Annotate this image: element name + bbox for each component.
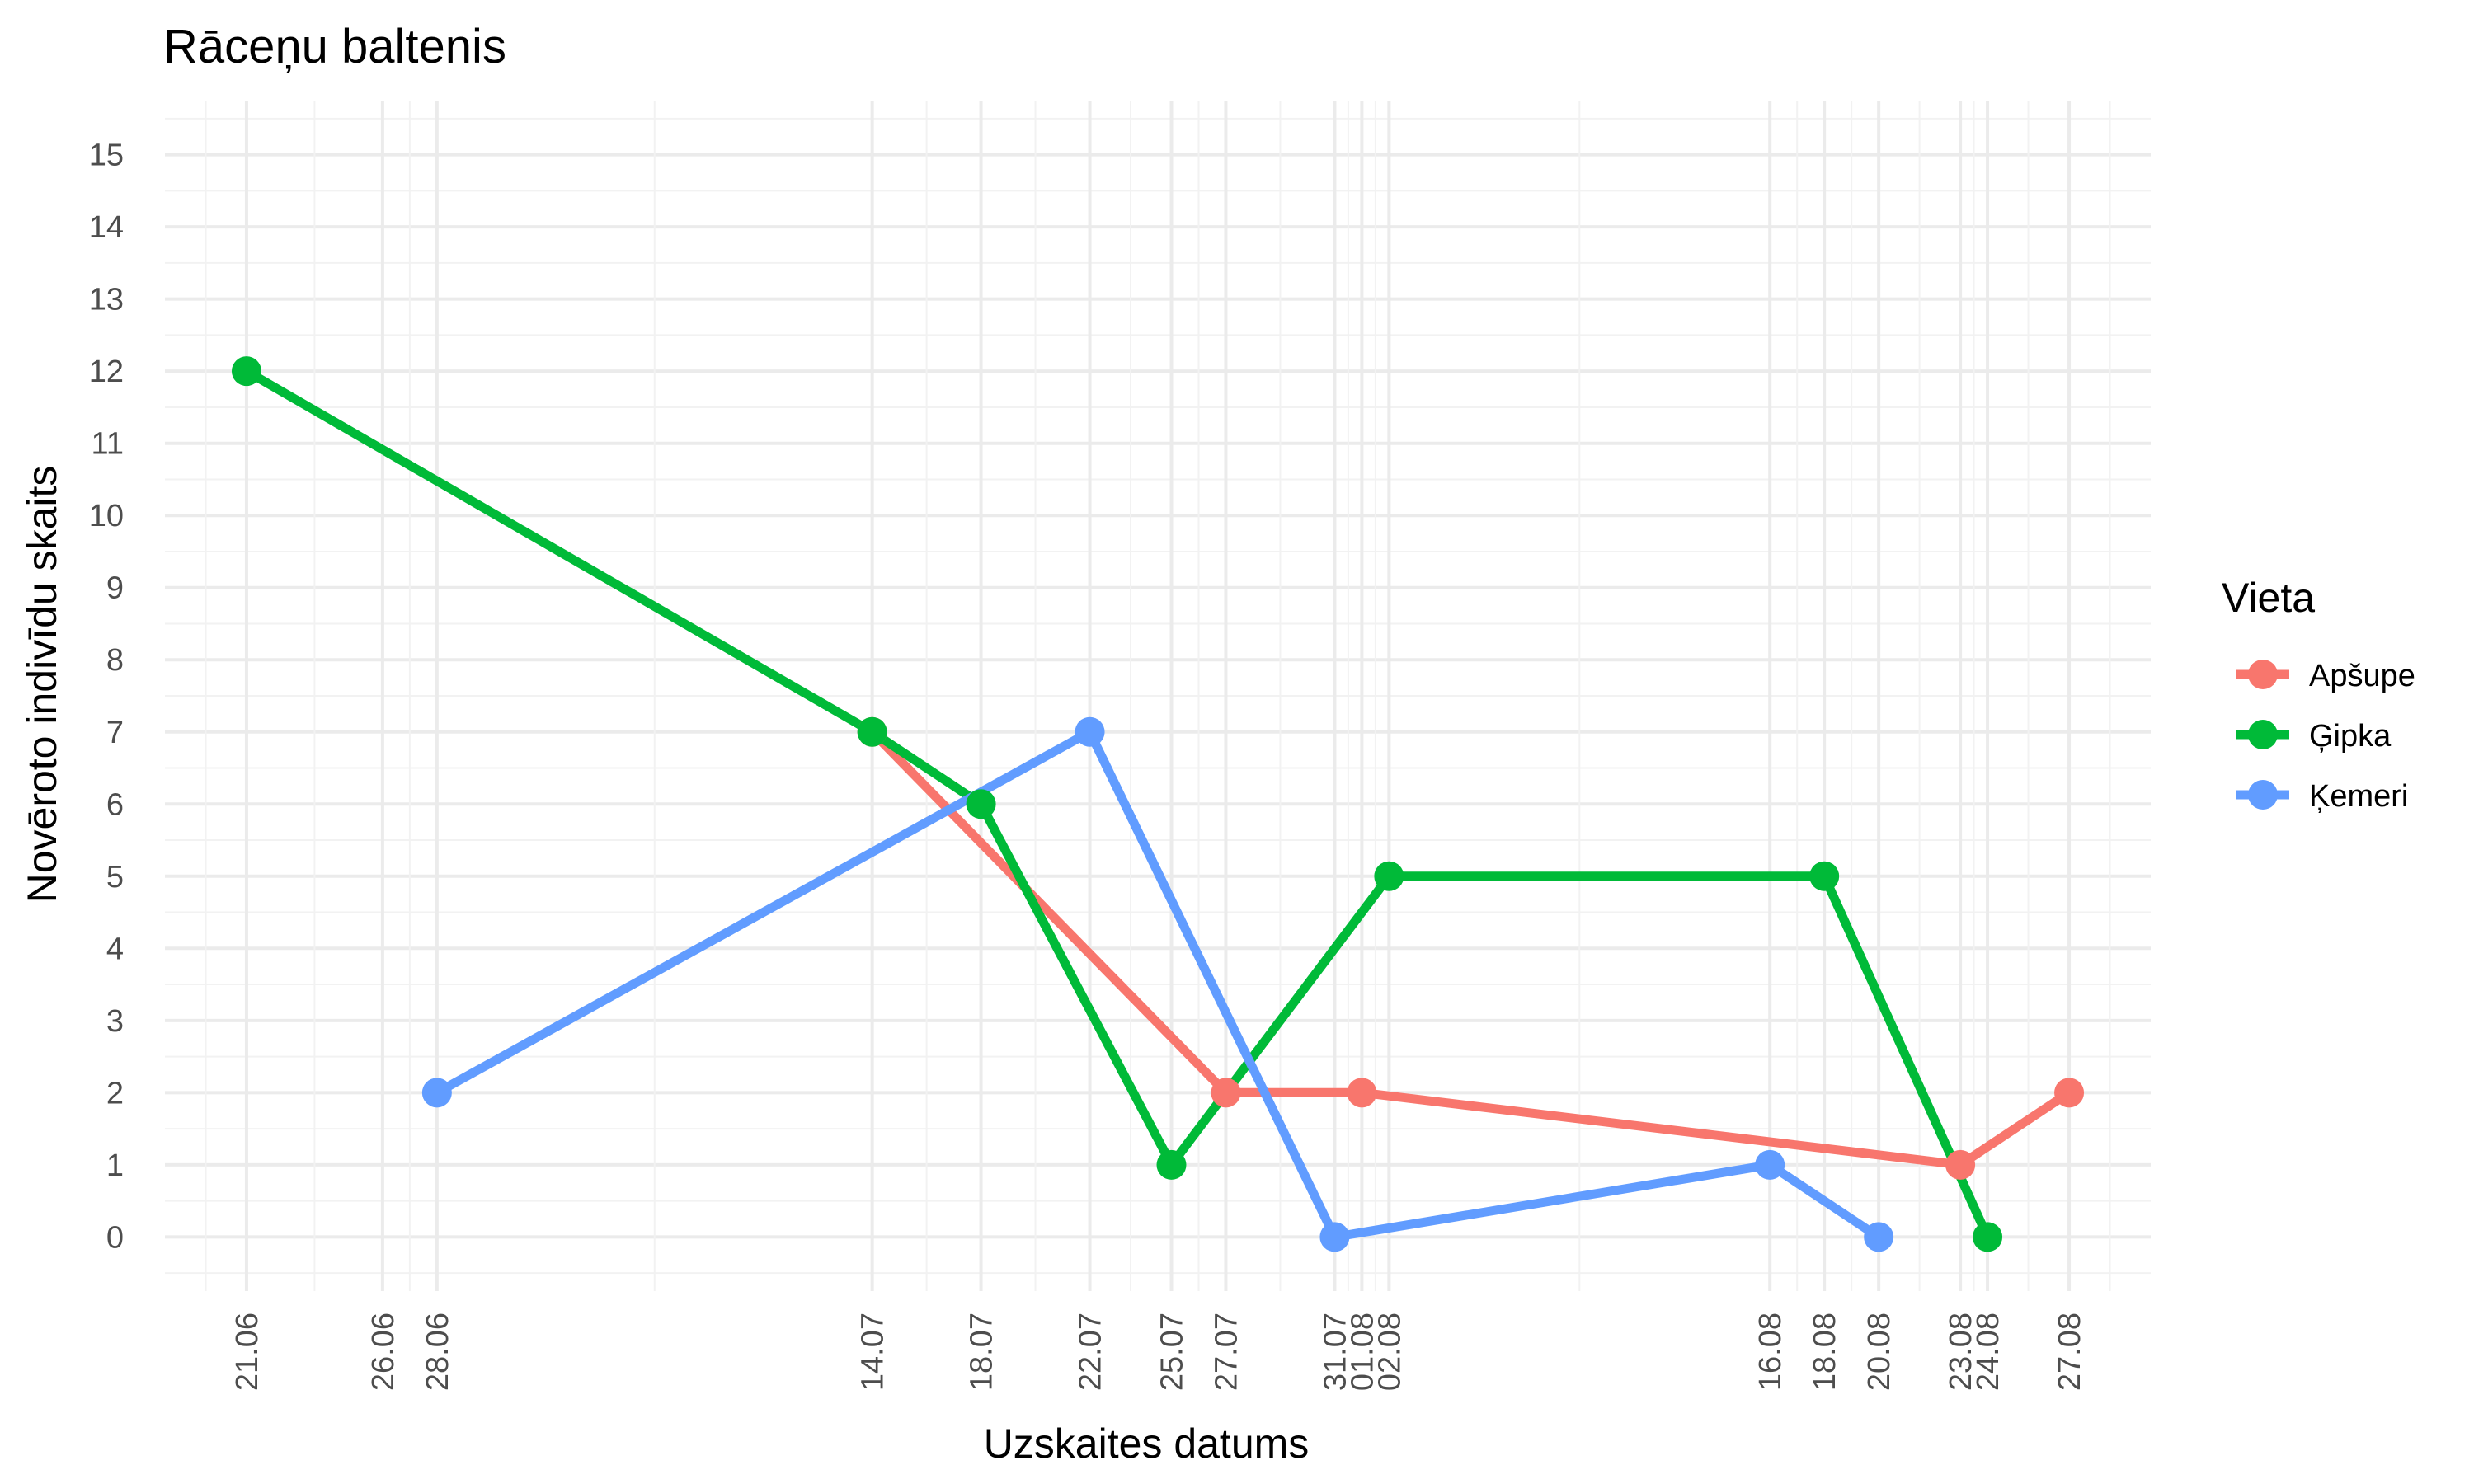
data-point-Ģipka bbox=[1374, 861, 1404, 891]
x-tick-label: 26.06 bbox=[366, 1313, 401, 1391]
data-point-Apšupe bbox=[1347, 1078, 1377, 1108]
y-tick-label: 4 bbox=[106, 932, 124, 966]
data-point-Ģipka bbox=[966, 789, 996, 819]
y-tick-label: 12 bbox=[89, 355, 124, 389]
x-tick-label: 21.06 bbox=[230, 1313, 265, 1391]
x-tick-label: 16.08 bbox=[1753, 1313, 1788, 1391]
data-point-Ģipka bbox=[231, 356, 261, 387]
data-point-Ģipka bbox=[1973, 1222, 2003, 1252]
legend-label: Ģipka bbox=[2309, 719, 2392, 754]
legend: Vieta Apšupe Ģipka Ķemeri bbox=[2222, 575, 2415, 814]
legend-key-point bbox=[2248, 720, 2278, 749]
chart-title: Rāceņu baltenis bbox=[163, 20, 506, 73]
x-tick-label: 23.08 bbox=[1944, 1313, 1978, 1391]
y-axis-title: Novēroto indivīdu skaits bbox=[19, 466, 65, 904]
data-point-Ķemeri bbox=[421, 1078, 452, 1108]
y-tick-label: 15 bbox=[89, 139, 124, 173]
x-tick-label: 20.08 bbox=[1862, 1313, 1897, 1391]
x-tick-label: 22.07 bbox=[1074, 1313, 1108, 1391]
data-point-Ķemeri bbox=[1755, 1149, 1785, 1180]
y-tick-label: 10 bbox=[89, 499, 124, 533]
y-tick-label: 2 bbox=[106, 1076, 124, 1111]
x-tick-label: 01.08 bbox=[1345, 1313, 1380, 1391]
x-axis-title: Uzskaites datums bbox=[984, 1421, 1310, 1467]
y-tick-label: 9 bbox=[106, 571, 124, 606]
x-tick-label: 31.07 bbox=[1318, 1313, 1352, 1391]
y-tick-label: 13 bbox=[89, 283, 124, 317]
data-point-Ķemeri bbox=[1075, 716, 1105, 747]
y-tick-label: 7 bbox=[106, 716, 124, 750]
y-tick-label: 8 bbox=[106, 643, 124, 678]
y-tick-label: 0 bbox=[106, 1220, 124, 1255]
y-tick-label: 1 bbox=[106, 1148, 124, 1183]
data-point-Apšupe bbox=[1945, 1149, 1976, 1180]
x-tick-label: 28.06 bbox=[421, 1313, 455, 1391]
data-point-Ķemeri bbox=[1319, 1222, 1350, 1252]
x-tick-label: 25.07 bbox=[1155, 1313, 1189, 1391]
data-point-Apšupe bbox=[2054, 1078, 2085, 1108]
legend-key-point bbox=[2248, 780, 2278, 810]
x-tick-label: 02.08 bbox=[1372, 1313, 1407, 1391]
x-tick-label: 14.07 bbox=[856, 1313, 891, 1391]
x-tick-label: 27.07 bbox=[1209, 1313, 1244, 1391]
y-tick-label: 3 bbox=[106, 1004, 124, 1039]
legend-key-point bbox=[2248, 660, 2278, 689]
y-tick-label: 11 bbox=[92, 427, 124, 462]
y-tick-label: 5 bbox=[106, 860, 124, 895]
y-tick-label: 14 bbox=[89, 210, 124, 245]
legend-label: Ķemeri bbox=[2309, 779, 2408, 814]
legend-label: Apšupe bbox=[2309, 659, 2415, 693]
x-tick-label: 18.08 bbox=[1808, 1313, 1842, 1391]
data-point-Ģipka bbox=[1809, 861, 1840, 891]
x-tick-labels: 21.06 26.06 28.06 14.07 18.07 22.07 25.07 27.07… bbox=[230, 1313, 2087, 1391]
data-point-Apšupe bbox=[1211, 1078, 1241, 1108]
x-tick-label: 18.07 bbox=[965, 1313, 999, 1391]
legend-title: Vieta bbox=[2222, 575, 2315, 621]
data-point-Ģipka bbox=[1156, 1149, 1187, 1180]
data-point-Ķemeri bbox=[1864, 1222, 1894, 1252]
x-tick-label: 24.08 bbox=[1971, 1313, 2006, 1391]
data-point-Ģipka bbox=[857, 716, 887, 747]
x-tick-label: 27.08 bbox=[2053, 1313, 2087, 1391]
y-tick-label: 6 bbox=[106, 787, 124, 822]
series-lines bbox=[231, 356, 2085, 1252]
